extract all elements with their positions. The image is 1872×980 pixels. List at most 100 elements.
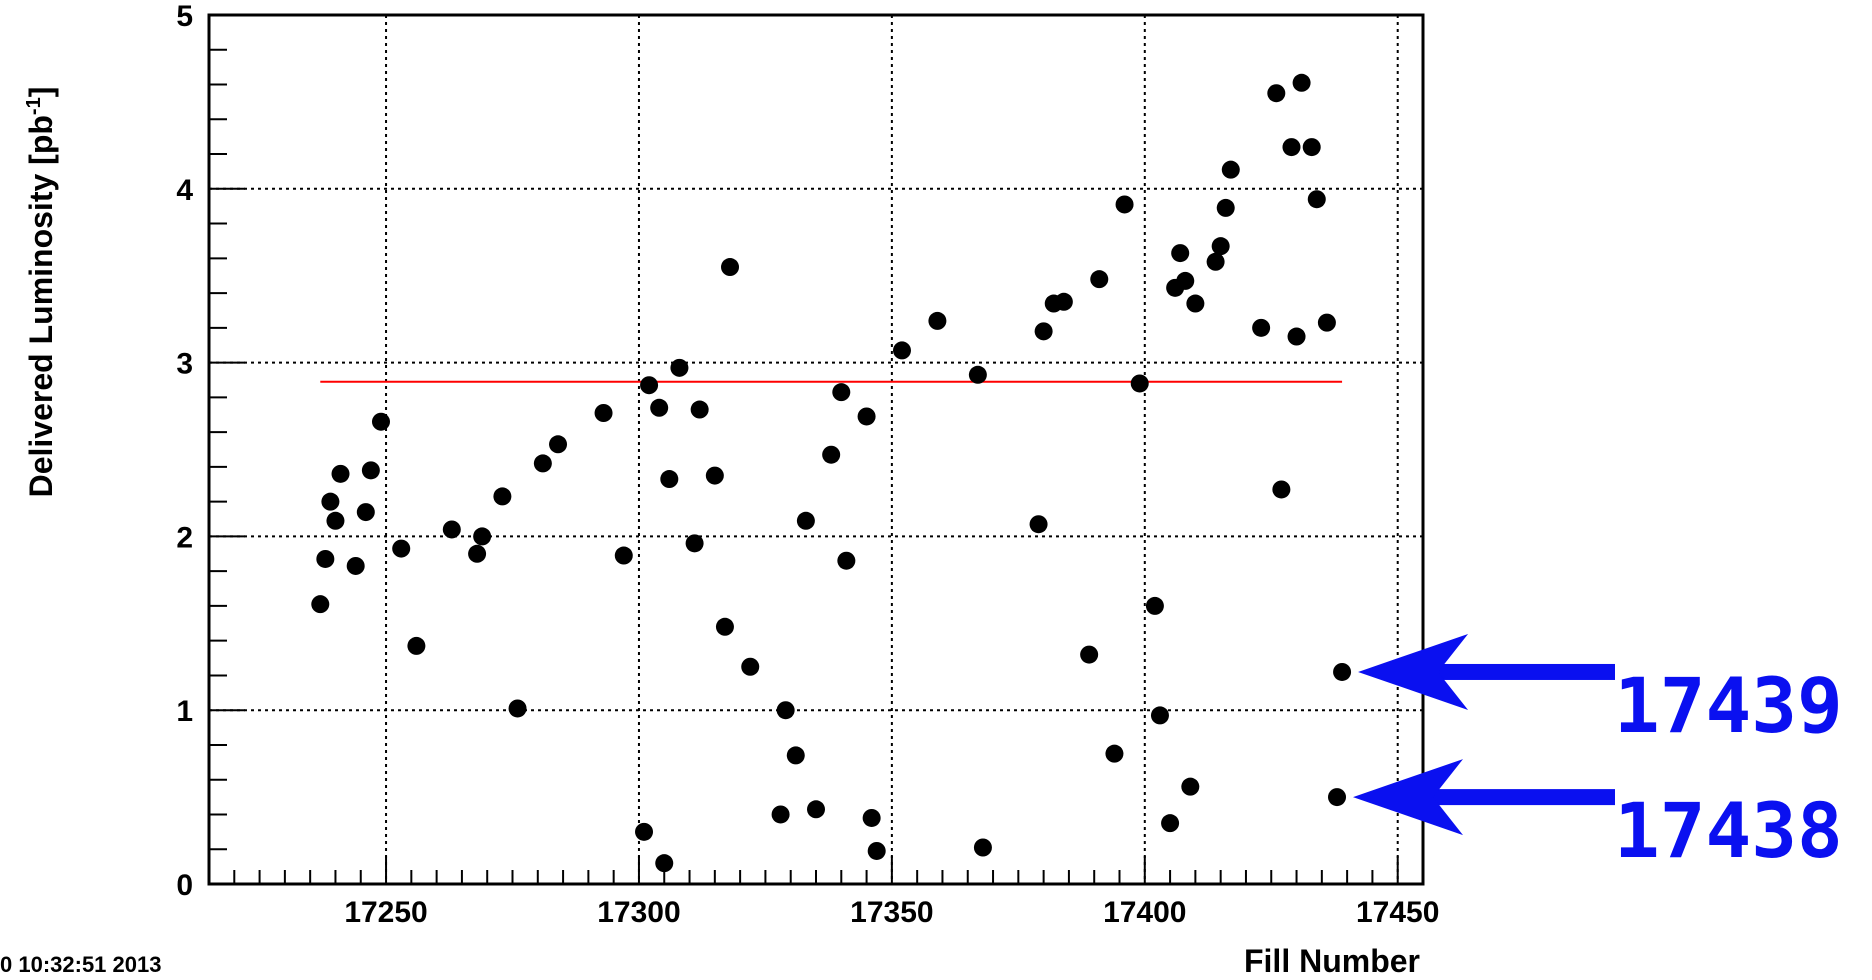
data-point — [1333, 662, 1352, 681]
data-point — [331, 464, 350, 483]
data-point — [650, 398, 669, 417]
data-point — [1252, 318, 1271, 337]
data-point — [533, 454, 552, 473]
data-point — [1272, 480, 1291, 499]
data-point — [316, 549, 335, 568]
data-point — [1216, 198, 1235, 217]
grid-lines — [209, 15, 1423, 884]
data-point — [1206, 252, 1225, 271]
data-point — [1282, 138, 1301, 157]
data-point — [715, 617, 734, 636]
y-tick-label: 5 — [176, 0, 193, 33]
data-point — [705, 466, 724, 485]
axis-ticks — [209, 14, 1424, 885]
data-point — [1211, 237, 1230, 256]
data-point — [655, 854, 674, 873]
y-tick-label: 3 — [176, 348, 193, 381]
data-point — [356, 503, 375, 522]
data-point — [371, 412, 390, 431]
data-point — [1161, 814, 1180, 833]
data-point — [635, 822, 654, 841]
data-point — [1171, 244, 1190, 263]
data-point — [311, 595, 330, 614]
data-point — [837, 551, 856, 570]
data-point — [771, 805, 790, 824]
data-point — [721, 258, 740, 277]
data-point — [1034, 322, 1053, 341]
y-tick-label: 4 — [176, 174, 193, 207]
data-point — [892, 341, 911, 360]
data-point — [660, 470, 679, 489]
data-point — [1328, 788, 1347, 807]
arrow-shaft — [1423, 789, 1615, 806]
data-point — [867, 841, 886, 860]
data-point — [1176, 271, 1195, 290]
data-point — [1287, 327, 1306, 346]
x-tick-label: 17350 — [850, 896, 933, 929]
data-point — [1105, 744, 1124, 763]
annotation-label: 17439 — [1614, 661, 1843, 750]
data-point — [1115, 195, 1134, 214]
plot-frame — [207, 13, 1425, 886]
data-point — [1130, 374, 1149, 393]
data-point — [549, 435, 568, 454]
x-tick-label: 17450 — [1356, 896, 1439, 929]
data-point — [1302, 138, 1321, 157]
data-point — [1029, 515, 1048, 534]
data-point — [928, 311, 947, 330]
arrow-shaft — [1428, 663, 1615, 680]
data-point — [973, 838, 992, 857]
data-point — [1145, 596, 1164, 615]
data-point — [468, 544, 487, 563]
data-point — [473, 527, 492, 546]
data-point — [640, 376, 659, 395]
data-point — [361, 461, 380, 480]
y-axis-title-close: ] — [23, 87, 59, 98]
y-tick-label: 1 — [176, 695, 193, 728]
data-point — [786, 746, 805, 765]
data-point — [1181, 777, 1200, 796]
annotation-label: 17438 — [1614, 786, 1843, 875]
data-point — [442, 520, 461, 539]
data-point — [968, 365, 987, 384]
x-axis-title: Fill Number — [1244, 943, 1420, 979]
data-point — [1267, 84, 1286, 103]
annotation-17439: 17439 — [1358, 633, 1843, 750]
annotations: 17439 17438 — [1353, 633, 1843, 875]
data-point — [741, 657, 760, 676]
data-point — [321, 492, 340, 511]
data-point — [392, 539, 411, 558]
data-point — [493, 487, 512, 506]
data-point — [796, 511, 815, 530]
x-tick-labels: 17250 17300 17350 17400 17450 — [344, 896, 1439, 929]
data-point — [1080, 645, 1099, 664]
x-tick-label: 17300 — [597, 896, 680, 929]
data-point — [1221, 160, 1240, 179]
data-point — [1054, 292, 1073, 311]
data-point — [690, 400, 709, 419]
x-tick-label: 17250 — [344, 896, 427, 929]
data-point — [346, 556, 365, 575]
data-point — [1317, 313, 1336, 332]
data-point — [1186, 294, 1205, 313]
data-point — [822, 445, 841, 464]
data-point — [685, 534, 704, 553]
y-tick-labels: 0 1 2 3 4 5 — [176, 0, 193, 902]
annotation-17438: 17438 — [1353, 759, 1843, 875]
arrow-head — [1358, 633, 1469, 710]
y-axis-title-main: Delivered Luminosity [pb — [23, 115, 59, 497]
data-points — [311, 73, 1352, 873]
data-point — [862, 808, 881, 827]
data-point — [1150, 706, 1169, 725]
arrow-head — [1353, 759, 1464, 836]
timestamp: 0 10:32:51 2013 — [0, 952, 161, 977]
data-point — [326, 511, 345, 530]
y-axis-title-sup: -1 — [23, 97, 45, 115]
y-tick-label: 0 — [176, 869, 193, 902]
data-point — [407, 636, 426, 655]
y-axis-title: Delivered Luminosity [pb-1] — [23, 87, 59, 498]
data-point — [776, 701, 795, 720]
data-point — [832, 383, 851, 402]
data-point — [1307, 190, 1326, 209]
